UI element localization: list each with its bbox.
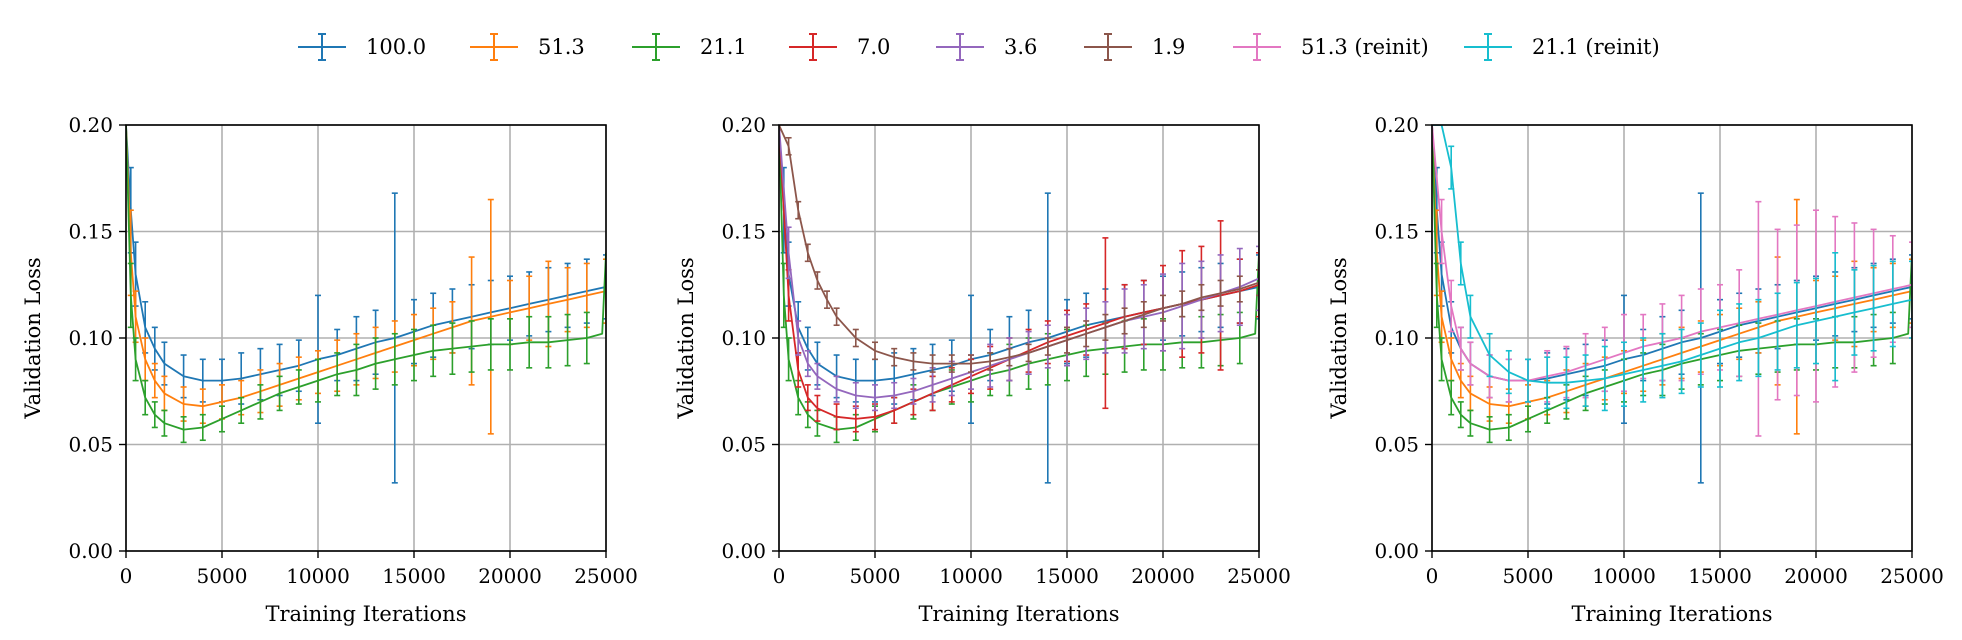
x-tick-label: 10000 xyxy=(1592,564,1656,588)
series-line xyxy=(779,125,1259,420)
legend-label: 51.3 xyxy=(538,35,585,59)
legend-entry: 100.0 xyxy=(298,33,426,61)
x-tick-label: 0 xyxy=(773,564,786,588)
x-tick-label: 15000 xyxy=(1688,564,1752,588)
series-line xyxy=(1432,125,1912,431)
legend-label: 1.9 xyxy=(1152,35,1185,59)
panels: 0 5000 10000 15000 20000 25000 0.00 0.05 0.10 0.1… xyxy=(21,113,1944,626)
series-group xyxy=(779,125,1259,484)
x-tick-label: 10000 xyxy=(286,564,350,588)
legend-entry: 3.6 xyxy=(936,33,1037,61)
legend-entry: 21.1 xyxy=(632,33,747,61)
y-tick-label: 0.00 xyxy=(721,539,766,563)
legend-entry: 51.3 xyxy=(470,33,585,61)
legend-label: 7.0 xyxy=(857,35,890,59)
series-line xyxy=(126,125,606,408)
x-tick-label: 20000 xyxy=(1131,564,1195,588)
x-axis-label: Training Iterations xyxy=(266,602,467,626)
x-tick-label: 5000 xyxy=(1503,564,1554,588)
x-axis-label: Training Iterations xyxy=(1572,602,1773,626)
chart-panel-2: 0 5000 10000 15000 20000 25000 0.00 0.05 0.10 0.1… xyxy=(674,113,1291,626)
series-group xyxy=(1432,125,1912,484)
y-tick-label: 0.20 xyxy=(1374,113,1419,137)
series-line xyxy=(779,125,1259,365)
y-tick-label: 0.15 xyxy=(721,220,766,244)
y-tick-label: 0.00 xyxy=(1374,539,1419,563)
y-tick-label: 0.20 xyxy=(721,113,766,137)
x-tick-label: 20000 xyxy=(478,564,542,588)
y-tick-label: 0.05 xyxy=(1374,433,1419,457)
y-tick-label: 0.15 xyxy=(1374,220,1419,244)
legend: 100.0 51.3 21.1 7.0 3.6 1.9 51.3 (reinit) 21.1 … xyxy=(298,33,1660,61)
series-group xyxy=(126,125,606,484)
x-tick-label: 5000 xyxy=(197,564,248,588)
legend-entry: 51.3 (reinit) xyxy=(1233,33,1429,61)
x-tick-label: 0 xyxy=(1426,564,1439,588)
chart-panel-1: 0 5000 10000 15000 20000 25000 0.00 0.05 0.10 0.1… xyxy=(21,113,638,626)
legend-entry: 1.9 xyxy=(1084,33,1185,61)
series-line xyxy=(1432,125,1912,384)
legend-entry: 21.1 (reinit) xyxy=(1464,33,1660,61)
y-tick-label: 0.05 xyxy=(68,433,113,457)
legend-entry: 7.0 xyxy=(789,33,890,61)
x-tick-label: 25000 xyxy=(1227,564,1291,588)
series-line xyxy=(1432,125,1912,382)
x-tick-label: 15000 xyxy=(1035,564,1099,588)
x-tick-label: 10000 xyxy=(939,564,1003,588)
y-tick-label: 0.10 xyxy=(721,326,766,350)
x-tick-label: 5000 xyxy=(850,564,901,588)
y-axis-label: Validation Loss xyxy=(674,257,698,419)
x-tick-label: 15000 xyxy=(382,564,446,588)
chart-panel-3: 0 5000 10000 15000 20000 25000 0.00 0.05 0.10 0.1… xyxy=(1327,113,1944,626)
x-axis-label: Training Iterations xyxy=(919,602,1120,626)
y-axis-label: Validation Loss xyxy=(1327,257,1351,419)
series-line xyxy=(126,125,606,431)
series-line xyxy=(779,125,1259,399)
y-tick-label: 0.15 xyxy=(68,220,113,244)
y-tick-label: 0.05 xyxy=(721,433,766,457)
series-line xyxy=(779,125,1259,431)
legend-label: 3.6 xyxy=(1004,35,1037,59)
x-tick-label: 25000 xyxy=(574,564,638,588)
legend-label: 21.1 (reinit) xyxy=(1532,35,1660,59)
legend-label: 51.3 (reinit) xyxy=(1301,35,1429,59)
y-tick-label: 0.10 xyxy=(1374,326,1419,350)
x-tick-label: 20000 xyxy=(1784,564,1848,588)
y-axis-label: Validation Loss xyxy=(21,257,45,419)
x-tick-label: 0 xyxy=(120,564,133,588)
y-tick-label: 0.00 xyxy=(68,539,113,563)
y-tick-label: 0.10 xyxy=(68,326,113,350)
legend-label: 21.1 xyxy=(700,35,747,59)
y-tick-label: 0.20 xyxy=(68,113,113,137)
legend-label: 100.0 xyxy=(366,35,426,59)
x-tick-label: 25000 xyxy=(1880,564,1944,588)
